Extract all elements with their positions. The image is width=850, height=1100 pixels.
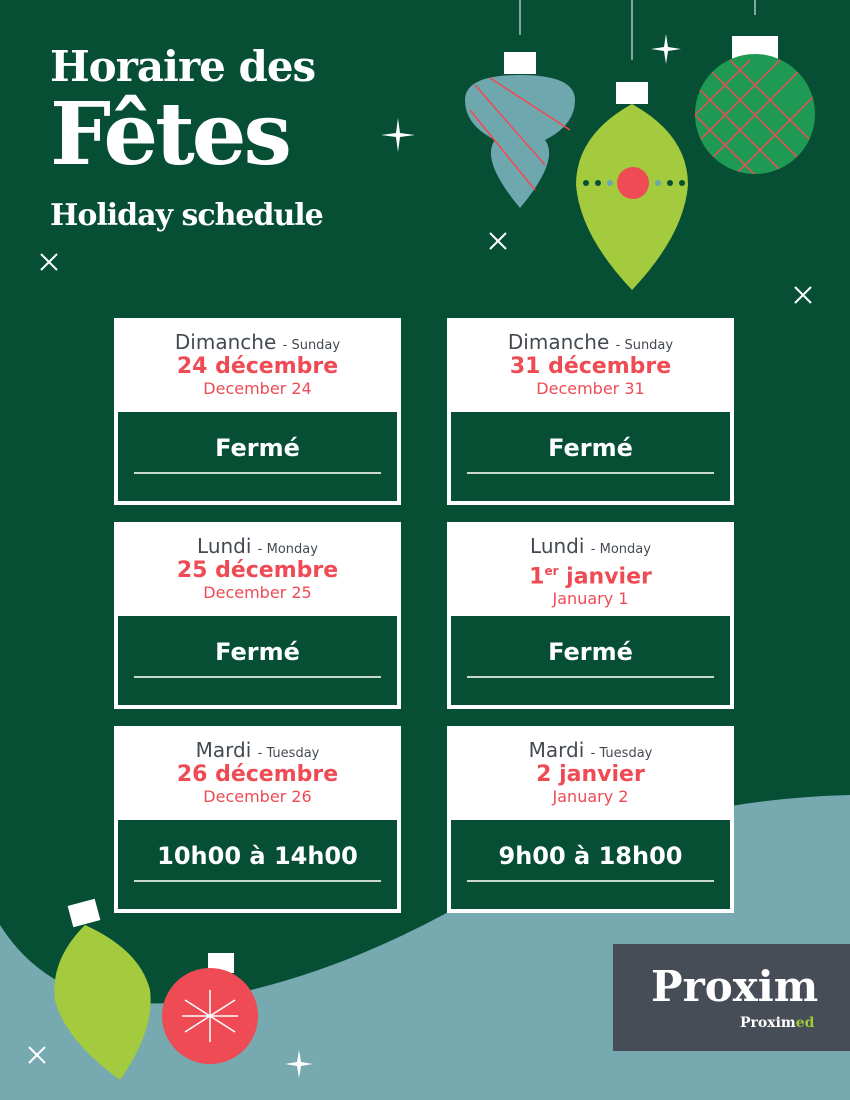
card-hours: 10h00 à 14h00	[118, 820, 397, 909]
card-hours: 9h00 à 18h00	[451, 820, 730, 909]
date-french: 25 décembre	[116, 558, 399, 584]
divider	[467, 880, 714, 882]
date-text: 31 décembre	[509, 354, 672, 379]
hours-text: 10h00 à 14h00	[157, 842, 358, 870]
card-date-header: Dimanche - Sunday 31 décembre December 3…	[449, 320, 732, 408]
date-english: December 31	[536, 379, 645, 398]
date-english: January 1	[552, 589, 629, 609]
hours-text: Fermé	[215, 638, 300, 666]
card-date-header: Lundi - Monday 1er janvier January 1	[449, 524, 732, 612]
title-line-1: Horaire des	[50, 42, 316, 91]
day-english: - Monday	[590, 542, 651, 557]
day-name: Dimanche - Sunday	[449, 330, 732, 354]
date-month: janvier	[558, 564, 652, 590]
schedule-card: Lundi - Monday 1er janvier January 1 Fer…	[447, 522, 734, 709]
title-line-2: Fêtes	[50, 84, 292, 185]
day-english: - Sunday	[282, 338, 341, 353]
schedule-card: Dimanche - Sunday 24 décembre December 2…	[114, 318, 401, 505]
day-english: - Tuesday	[257, 746, 320, 761]
divider	[467, 676, 714, 678]
date-english: December 24	[203, 379, 312, 398]
schedule-card: Dimanche - Sunday 31 décembre December 3…	[447, 318, 734, 505]
divider	[134, 880, 381, 882]
schedule-card: Mardi - Tuesday 2 janvier January 2 9h00…	[447, 726, 734, 913]
date-english: January 2	[552, 787, 629, 806]
day-name: Mardi - Tuesday	[116, 738, 399, 762]
date-superscript: er	[544, 564, 559, 578]
card-hours: Fermé	[118, 412, 397, 501]
date-text: 25 décembre	[176, 558, 339, 583]
date-french: 1er janvier	[449, 558, 732, 590]
day-french: Dimanche	[174, 330, 277, 354]
date-french: 26 décembre	[116, 762, 399, 788]
date-text: 26 décembre	[176, 762, 339, 787]
divider	[467, 472, 714, 474]
card-date-header: Mardi - Tuesday 26 décembre December 26	[116, 728, 399, 816]
day-english: - Monday	[257, 542, 318, 557]
card-hours: Fermé	[451, 412, 730, 501]
ornament-teal-icon	[465, 0, 575, 208]
logo-sub-a: Proxim	[740, 1015, 796, 1031]
date-english: December 26	[203, 787, 312, 806]
hours-text: Fermé	[548, 638, 633, 666]
day-name: Dimanche - Sunday	[116, 330, 399, 354]
date-number: 1	[529, 564, 545, 590]
sparkle-icons	[28, 34, 812, 1078]
logo-sub: Proximed	[740, 1015, 814, 1031]
date-french: 24 décembre	[116, 354, 399, 380]
day-french: Lundi	[197, 534, 252, 558]
date-french: 31 décembre	[449, 354, 732, 380]
day-french: Mardi	[195, 738, 252, 762]
ornament-green-icon	[695, 0, 815, 174]
hours-text: 9h00 à 18h00	[498, 842, 683, 870]
card-date-header: Lundi - Monday 25 décembre December 25	[116, 524, 399, 612]
day-english: - Tuesday	[590, 746, 653, 761]
divider	[134, 676, 381, 678]
day-name: Mardi - Tuesday	[449, 738, 732, 762]
card-hours: Fermé	[451, 616, 730, 705]
day-name: Lundi - Monday	[116, 534, 399, 558]
day-french: Mardi	[528, 738, 585, 762]
card-hours: Fermé	[118, 616, 397, 705]
ornament-lime-icon	[576, 0, 688, 290]
date-french: 2 janvier	[449, 762, 732, 788]
day-english: - Sunday	[615, 338, 674, 353]
hours-text: Fermé	[215, 434, 300, 462]
schedule-card: Mardi - Tuesday 26 décembre December 26 …	[114, 726, 401, 913]
card-date-header: Mardi - Tuesday 2 janvier January 2	[449, 728, 732, 816]
hours-text: Fermé	[548, 434, 633, 462]
date-text: 24 décembre	[176, 354, 339, 379]
day-french: Lundi	[530, 534, 585, 558]
day-french: Dimanche	[507, 330, 610, 354]
schedule-card: Lundi - Monday 25 décembre December 25 F…	[114, 522, 401, 709]
day-name: Lundi - Monday	[449, 534, 732, 558]
date-english: December 25	[203, 583, 312, 602]
logo-sub-b: ed	[795, 1015, 815, 1031]
ornament-lime-bottom-icon	[54, 898, 151, 1080]
divider	[134, 472, 381, 474]
logo-main: Proxim	[651, 962, 819, 1011]
title-subtitle: Holiday schedule	[50, 198, 324, 233]
card-date-header: Dimanche - Sunday 24 décembre December 2…	[116, 320, 399, 408]
proxim-logo: Proxim Proximed	[613, 944, 850, 1051]
date-text: 2 janvier	[536, 762, 645, 787]
ornament-red-icon	[162, 953, 258, 1064]
